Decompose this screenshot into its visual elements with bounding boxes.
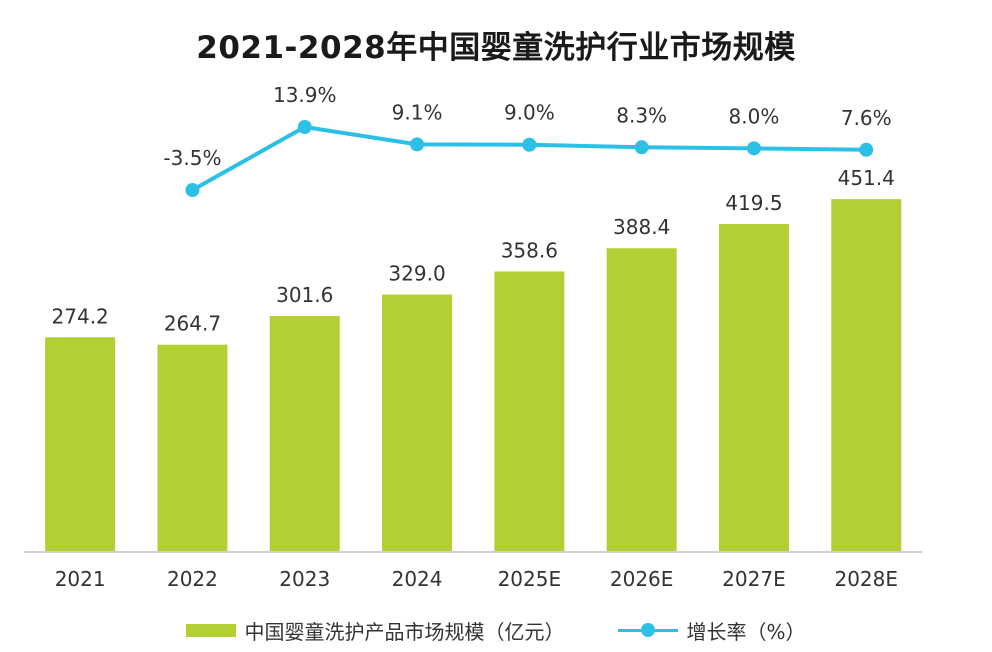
x-tick-2027E: 2027E (722, 567, 786, 591)
growth-rate-labels: -3.5% 13.9% 9.1% 9.0% 8.3% 8.0% 7.6% (163, 83, 891, 170)
growth-point-2028E (859, 142, 874, 157)
bar-2021 (45, 337, 116, 551)
x-tick-2023: 2023 (279, 567, 330, 591)
bar-data-labels: 274.2 264.7 301.6 329.0 358.6 388.4 419.5 451.4 (52, 166, 895, 336)
growth-label-2022: -3.5% (163, 146, 221, 170)
bar-2025E (494, 271, 565, 551)
legend-item-market-size: 中国婴童洗护产品市场规模（亿元） (186, 616, 564, 645)
growth-point-2027E (746, 141, 761, 156)
growth-label-2023: 13.9% (273, 83, 337, 107)
legend-label-growth-rate: 增长率（%） (686, 619, 806, 644)
x-tick-2026E: 2026E (610, 567, 674, 591)
growth-label-2027E: 8.0% (729, 104, 780, 128)
bar-2027E (718, 223, 789, 551)
growth-point-2025E (522, 137, 537, 152)
bar-label-2021: 274.2 (52, 304, 109, 328)
x-tick-2021: 2021 (55, 567, 106, 591)
legend-label-market-size: 中国婴童洗护产品市场规模（亿元） (244, 619, 565, 644)
legend-line-swatch (618, 620, 679, 640)
x-tick-2024: 2024 (392, 567, 443, 591)
legend-item-growth-rate: 增长率（%） (618, 616, 806, 645)
legend: 中国婴童洗护产品市场规模（亿元） 增长率（%） (0, 615, 992, 645)
x-tick-2022: 2022 (167, 567, 218, 591)
growth-label-2025E: 9.0% (504, 101, 555, 125)
bar-label-2022: 264.7 (164, 312, 221, 336)
bar-label-2028E: 451.4 (838, 166, 895, 190)
bar-label-2024: 329.0 (388, 262, 445, 286)
x-tick-2025E: 2025E (498, 567, 562, 591)
x-tick-2028E: 2028E (834, 567, 898, 591)
growth-point-2026E (634, 140, 649, 155)
legend-bar-swatch (186, 623, 237, 637)
growth-point-2022 (185, 183, 200, 197)
bar-2026E (606, 248, 677, 552)
bar-2022 (157, 344, 228, 551)
growth-rate-points (185, 120, 874, 197)
bar-2023 (269, 315, 340, 551)
growth-point-2024 (410, 137, 425, 152)
growth-label-2026E: 8.3% (616, 103, 667, 127)
bar-2028E (831, 199, 902, 551)
bar-label-2027E: 419.5 (725, 191, 782, 215)
growth-label-2028E: 7.6% (841, 106, 892, 130)
bar-label-2025E: 358.6 (501, 238, 558, 262)
growth-rate-line (191, 124, 867, 192)
bar-label-2026E: 388.4 (613, 215, 670, 239)
growth-point-2023 (297, 120, 312, 134)
growth-label-2024: 9.1% (392, 100, 443, 124)
x-axis-tick-labels: 2021 2022 2023 2024 2025E 2026E 2027E 2028E (55, 567, 898, 591)
bar-series (45, 199, 902, 552)
bar-label-2023: 301.6 (276, 283, 333, 307)
chart-title: 2021-2028年中国婴童洗护行业市场规模 (196, 30, 796, 66)
bar-2024 (382, 294, 453, 551)
